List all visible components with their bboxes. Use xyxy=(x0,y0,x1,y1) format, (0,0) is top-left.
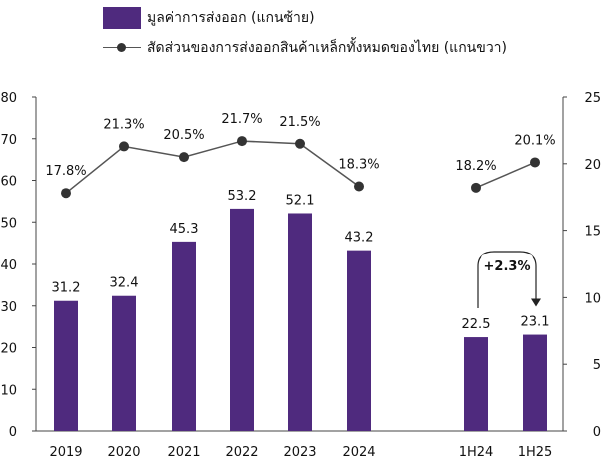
legend-label-export-value: มูลค่าการส่งออก (แกนซ้าย) xyxy=(147,10,315,26)
x-tick-label: 2023 xyxy=(283,445,316,460)
y-left-tick-label: 80 xyxy=(0,91,17,106)
bar xyxy=(230,208,254,431)
bar xyxy=(112,295,136,431)
bar-value-label: 32.4 xyxy=(110,276,139,291)
x-tick-label: 2019 xyxy=(49,445,82,460)
bar-value-label: 23.1 xyxy=(521,315,550,330)
growth-label-bg xyxy=(481,254,533,278)
share-point xyxy=(354,181,364,192)
bar xyxy=(523,334,547,431)
x-tick-label: 2022 xyxy=(225,445,258,460)
growth-label: +2.3% xyxy=(484,259,531,274)
share-point xyxy=(530,157,540,168)
share-line-segment xyxy=(475,161,536,189)
y-left-tick-label: 10 xyxy=(0,383,17,398)
bar-value-label: 52.1 xyxy=(286,193,315,208)
share-value-label: 17.8% xyxy=(45,164,86,179)
y-left-tick-label: 60 xyxy=(0,175,17,190)
growth-arrow-path xyxy=(477,251,537,308)
share-point xyxy=(61,188,71,199)
share-point xyxy=(295,138,305,149)
y-left-tick-label: 50 xyxy=(0,216,17,231)
x-tick-label: 1H24 xyxy=(459,445,494,460)
share-point xyxy=(471,182,481,193)
share-value-label: 21.7% xyxy=(221,112,262,127)
x-tick-label: 2020 xyxy=(107,445,140,460)
bar-value-label: 45.3 xyxy=(170,222,199,237)
share-value-label: 18.2% xyxy=(455,159,496,174)
bar xyxy=(347,250,371,431)
legend-marker-line xyxy=(103,37,141,59)
y-left-tick-label: 30 xyxy=(0,300,17,315)
y-right-tick-label: 20 xyxy=(584,158,601,173)
share-value-label: 20.1% xyxy=(514,133,555,148)
share-value-label: 21.3% xyxy=(103,117,144,132)
legend-item-export-value: มูลค่าการส่งออก (แกนซ้าย) xyxy=(103,6,315,30)
share-point xyxy=(119,141,129,152)
bar xyxy=(464,337,488,431)
bar-value-label: 43.2 xyxy=(345,231,374,246)
y-right-tick-label: 0 xyxy=(593,425,601,440)
share-point xyxy=(237,136,247,147)
y-left-tick-label: 0 xyxy=(9,425,17,440)
bar-value-label: 31.2 xyxy=(52,281,81,296)
bar xyxy=(54,300,78,431)
bar-value-label: 53.2 xyxy=(228,189,257,204)
x-tick-label: 2021 xyxy=(167,445,200,460)
share-value-label: 21.5% xyxy=(279,115,320,130)
legend-swatch-bar xyxy=(103,7,141,29)
legend-item-export-share: สัดส่วนของการส่งออกสินค้าเหล็กทั้งหมดของ… xyxy=(103,36,507,60)
bar xyxy=(172,241,196,431)
share-line-segment xyxy=(65,140,360,194)
bar-value-label: 22.5 xyxy=(462,317,491,332)
growth-arrow-head xyxy=(531,298,541,307)
legend-label-export-share: สัดส่วนของการส่งออกสินค้าเหล็กทั้งหมดของ… xyxy=(147,40,508,56)
share-point xyxy=(179,152,189,163)
chart-legend: มูลค่าการส่งออก (แกนซ้าย) สัดส่วนของการส… xyxy=(103,4,573,64)
y-left-tick-label: 40 xyxy=(0,258,17,273)
y-right-tick-label: 5 xyxy=(593,358,601,373)
x-tick-label: 2024 xyxy=(342,445,375,460)
y-right-tick-label: 25 xyxy=(584,91,601,106)
y-left-tick-label: 70 xyxy=(0,133,17,148)
y-right-tick-label: 10 xyxy=(584,291,601,306)
y-right-tick-label: 15 xyxy=(584,225,601,240)
bar xyxy=(288,213,312,431)
share-value-label: 18.3% xyxy=(338,158,379,173)
share-value-label: 20.5% xyxy=(163,128,204,143)
x-tick-label: 1H25 xyxy=(518,445,553,460)
y-left-tick-label: 20 xyxy=(0,342,17,357)
